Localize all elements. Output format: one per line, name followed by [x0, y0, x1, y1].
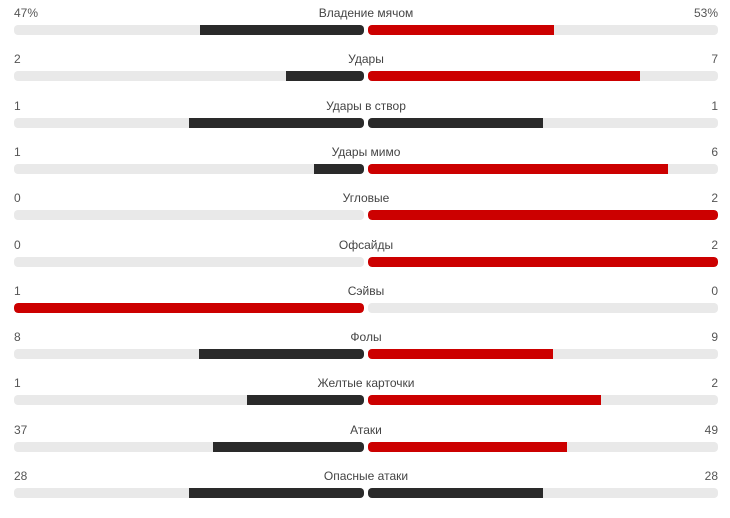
stat-away-track	[368, 163, 718, 174]
stat-label: Сэйвы	[347, 283, 385, 298]
stat-label: Удары	[348, 52, 384, 67]
stat-home-bar	[213, 441, 364, 452]
stat-label: Офсайды	[338, 237, 394, 252]
stat-home-bar	[199, 349, 364, 360]
stat-home-value: 1	[14, 144, 21, 159]
stat-away-track	[368, 302, 718, 313]
stat-label: Угловые	[342, 191, 390, 206]
stat-away-bar	[368, 25, 554, 35]
stat-label: Опасные атаки	[323, 469, 409, 483]
stat-home-bar	[199, 25, 364, 35]
stat-away-bar	[368, 256, 718, 267]
stat-away-bar	[368, 210, 718, 221]
stat-away-value: 49	[704, 422, 718, 437]
stat-away-track	[368, 395, 718, 406]
stat-home-value: 1	[14, 98, 21, 113]
stat-label: Владение мячом	[318, 6, 414, 20]
stat-row: 0 Угловые 2	[14, 185, 718, 231]
stat-home-track	[14, 441, 364, 452]
stat-home-value: 28	[14, 469, 28, 483]
stat-home-value: 0	[14, 237, 21, 252]
stat-row: 1 Удары в створ 1	[14, 93, 718, 139]
stat-home-track	[14, 210, 364, 221]
stat-home-track	[14, 395, 364, 406]
stat-away-value: 2	[711, 237, 718, 252]
stat-home-value: 1	[14, 283, 21, 298]
stat-home-track	[14, 117, 364, 128]
stat-away-track	[368, 256, 718, 267]
stat-label: Удары мимо	[331, 144, 401, 159]
stat-home-bar	[189, 488, 364, 498]
stat-row: 1 Удары мимо 6	[14, 139, 718, 185]
stat-away-track	[368, 441, 718, 452]
stat-away-bar	[368, 163, 668, 174]
stat-home-bar	[286, 71, 364, 82]
stat-row: 28 Опасные атаки 28	[14, 463, 718, 509]
stat-away-track	[368, 349, 718, 360]
stat-home-bar	[189, 117, 364, 128]
stat-away-track	[368, 210, 718, 221]
stat-home-track	[14, 71, 364, 82]
stat-away-value: 7	[711, 52, 718, 67]
stat-away-bar	[368, 117, 543, 128]
stat-away-bar	[368, 71, 641, 82]
stat-away-track	[368, 71, 718, 82]
stat-home-bar	[247, 395, 364, 406]
stat-row: 1 Сэйвы 0	[14, 278, 718, 324]
stat-label: Желтые карточки	[317, 376, 415, 391]
stat-home-value: 0	[14, 191, 21, 206]
stat-home-track	[14, 163, 364, 174]
stat-away-value: 2	[711, 376, 718, 391]
stat-away-value: 6	[711, 144, 718, 159]
stat-away-value: 2	[711, 191, 718, 206]
stat-row: 47% Владение мячом 53%	[14, 0, 718, 46]
stat-row: 1 Желтые карточки 2	[14, 370, 718, 416]
stat-home-value: 37	[14, 422, 28, 437]
stat-away-value: 53%	[693, 6, 718, 20]
stat-label: Удары в створ	[326, 98, 406, 113]
stat-away-value: 0	[711, 283, 718, 298]
stat-away-value: 28	[704, 469, 718, 483]
stat-home-track	[14, 349, 364, 360]
stat-label: Атаки	[350, 422, 382, 437]
stat-away-bar	[368, 349, 554, 360]
stat-row: 2 Удары 7	[14, 46, 718, 92]
stat-away-track	[368, 117, 718, 128]
stat-home-track	[14, 488, 364, 498]
stat-home-value: 2	[14, 52, 21, 67]
stat-home-track	[14, 256, 364, 267]
stat-away-bar	[368, 441, 568, 452]
stat-away-track	[368, 488, 718, 498]
stat-row: 8 Фолы 9	[14, 324, 718, 370]
stat-row: 0 Офсайды 2	[14, 232, 718, 278]
stat-away-value: 1	[711, 98, 718, 113]
stat-away-bar	[368, 395, 602, 406]
stat-home-bar	[14, 302, 364, 313]
stat-home-value: 8	[14, 330, 21, 345]
stat-home-value: 47%	[14, 6, 39, 20]
stat-home-bar	[314, 163, 364, 174]
stat-label: Фолы	[350, 330, 382, 345]
stat-home-value: 1	[14, 376, 21, 391]
stat-home-track	[14, 302, 364, 313]
stat-away-track	[368, 25, 718, 35]
stat-row: 37 Атаки 49	[14, 417, 718, 463]
stat-away-bar	[368, 488, 543, 498]
stat-away-value: 9	[711, 330, 718, 345]
stat-home-track	[14, 25, 364, 35]
